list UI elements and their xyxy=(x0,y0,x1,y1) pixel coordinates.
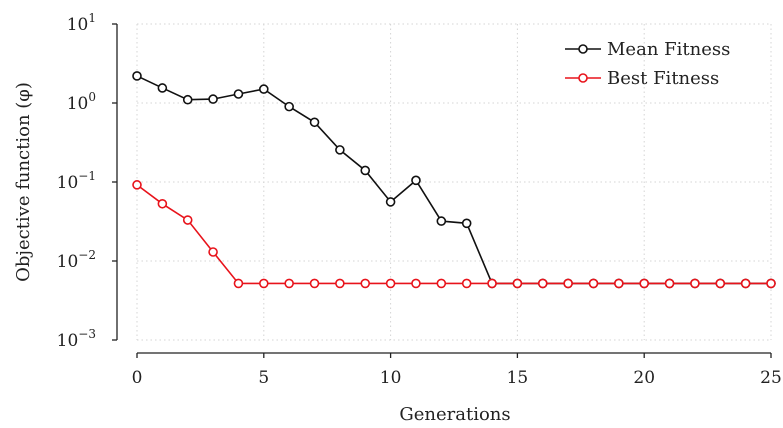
best-fitness-point xyxy=(182,215,193,225)
x-tick-label: 10 xyxy=(380,368,402,388)
mean-fitness-series xyxy=(132,71,776,289)
mean-fitness-point xyxy=(461,218,472,229)
mean-fitness-point xyxy=(157,83,168,93)
best-fitness-point xyxy=(512,278,523,289)
axes: 0 5 10 15 20 25 101 100 10−1 10−2 10−3 xyxy=(57,11,782,388)
best-fitness-point xyxy=(461,278,472,289)
mean-fitness-point xyxy=(411,175,421,186)
best-fitness-point xyxy=(537,278,548,289)
best-fitness-point xyxy=(360,278,371,289)
y-tick-label: 101 xyxy=(67,11,96,35)
best-fitness-point xyxy=(740,278,751,289)
y-tick-label: 10−2 xyxy=(57,248,96,272)
x-axis-title: Generations xyxy=(399,404,510,425)
best-fitness-point xyxy=(588,278,599,289)
legend-best-fitness-marker xyxy=(578,73,588,83)
y-tick-label: 10−3 xyxy=(57,327,96,351)
mean-fitness-line xyxy=(136,75,771,285)
best-fitness-point xyxy=(766,278,776,289)
best-fitness-point xyxy=(335,278,345,289)
y-tick-label: 10−1 xyxy=(57,169,96,193)
best-fitness-point xyxy=(309,278,320,289)
best-fitness-point xyxy=(208,247,218,257)
best-fitness-series xyxy=(132,180,776,289)
best-fitness-point xyxy=(157,198,168,209)
legend-mean-fitness-label: Mean Fitness xyxy=(607,39,730,60)
mean-fitness-point xyxy=(284,101,294,112)
best-fitness-point xyxy=(614,278,624,289)
mean-fitness-point xyxy=(360,165,371,176)
mean-fitness-point xyxy=(208,94,218,104)
mean-fitness-point xyxy=(233,89,244,99)
mean-fitness-point xyxy=(258,84,269,94)
best-fitness-point xyxy=(690,278,700,289)
mean-fitness-point xyxy=(182,94,193,105)
x-tick-label: 25 xyxy=(760,368,782,388)
best-fitness-point xyxy=(284,278,294,289)
data-series xyxy=(132,71,776,289)
x-tick-label: 15 xyxy=(507,368,529,388)
y-tick-label: 100 xyxy=(67,90,96,114)
legend: Mean Fitness Best Fitness xyxy=(565,39,730,89)
best-fitness-point xyxy=(487,278,497,289)
legend-mean-fitness-marker xyxy=(578,44,588,54)
best-fitness-point xyxy=(664,278,675,289)
mean-fitness-point xyxy=(436,216,447,226)
best-fitness-point xyxy=(233,278,244,289)
best-fitness-point xyxy=(639,278,650,289)
best-fitness-point xyxy=(436,278,447,289)
best-fitness-line xyxy=(136,184,771,285)
x-tick-label: 20 xyxy=(633,368,655,388)
mean-fitness-point xyxy=(385,197,396,207)
y-axis-title: Objective function (φ) xyxy=(13,82,34,282)
best-fitness-point xyxy=(258,278,269,289)
x-tick-label: 5 xyxy=(258,368,269,388)
mean-fitness-point xyxy=(309,117,320,128)
best-fitness-point xyxy=(563,278,573,289)
best-fitness-point xyxy=(385,278,396,289)
legend-best-fitness-label: Best Fitness xyxy=(607,68,719,89)
best-fitness-point xyxy=(411,278,421,289)
x-tick-label: 0 xyxy=(132,368,143,388)
best-fitness-point xyxy=(715,278,726,289)
best-fitness-point xyxy=(132,180,142,190)
mean-fitness-point xyxy=(335,145,345,155)
mean-fitness-point xyxy=(132,71,142,81)
